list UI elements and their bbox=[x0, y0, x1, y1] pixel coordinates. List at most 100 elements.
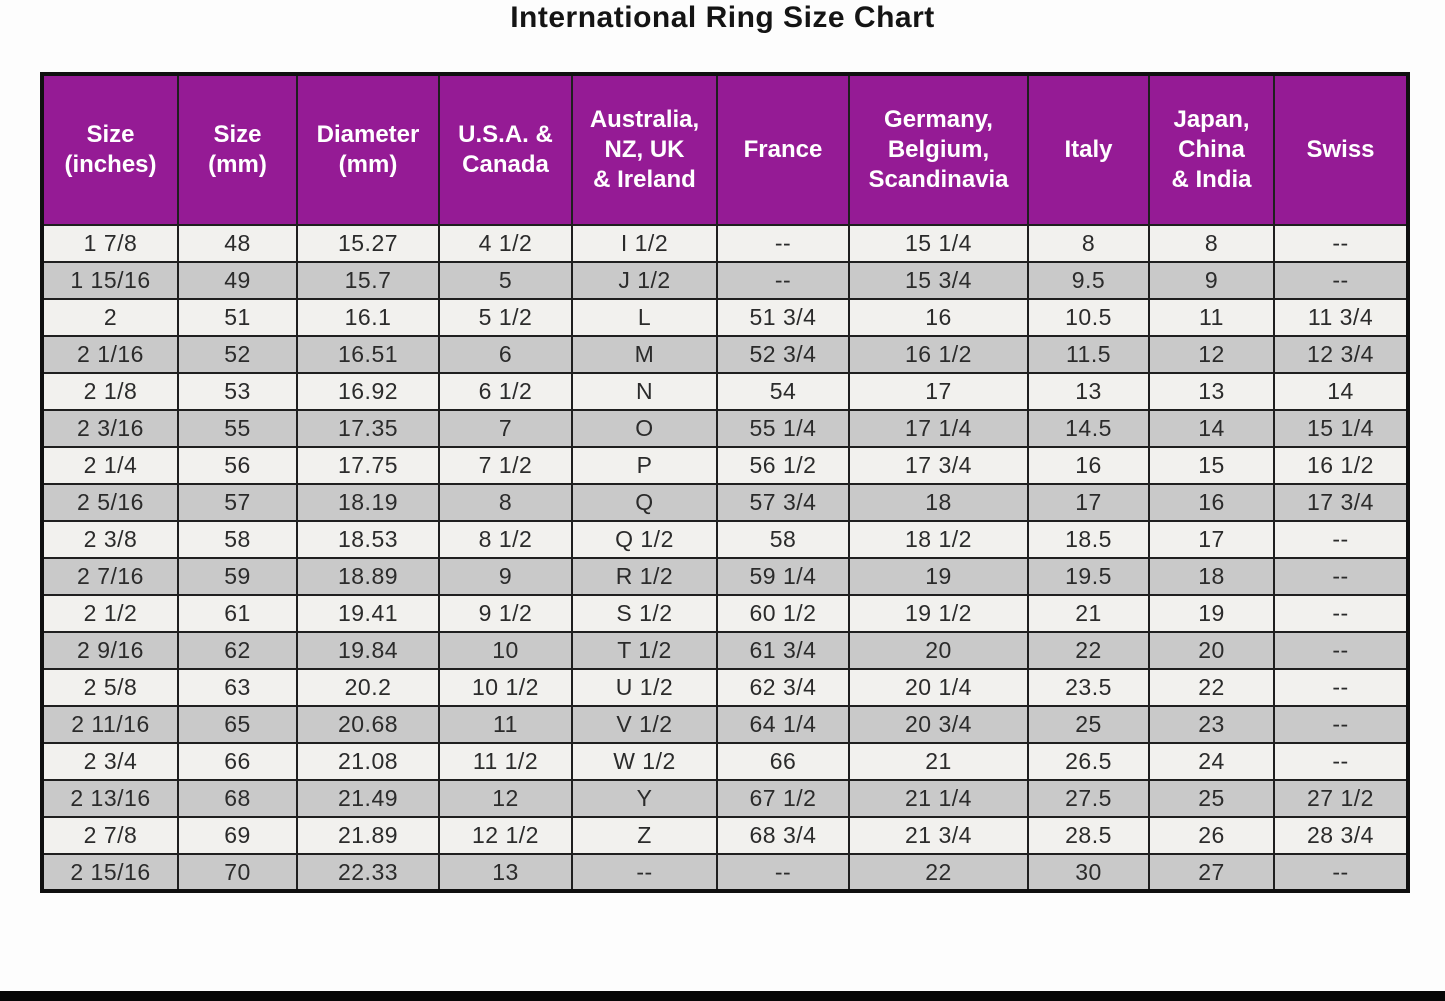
table-cell: 21.08 bbox=[296, 742, 440, 781]
column-header: Size (inches) bbox=[41, 73, 179, 226]
table-row: 1 7/8 48 15.27 4 1/2 I 1/2 -- 15 1/4 8 8 -- bbox=[41, 224, 1409, 263]
table-cell: -- bbox=[1273, 853, 1409, 892]
table-cell: 2 5/8 bbox=[41, 668, 179, 707]
table-cell: 20 bbox=[848, 631, 1029, 670]
table-cell: Z bbox=[571, 816, 718, 855]
table-cell: 2 15/16 bbox=[41, 853, 179, 892]
table-cell: 2 3/8 bbox=[41, 520, 179, 559]
table-cell: 27 bbox=[1148, 853, 1275, 892]
table-cell: 16 1/2 bbox=[1273, 446, 1409, 485]
table-cell: 2 1/2 bbox=[41, 594, 179, 633]
table-cell: 66 bbox=[716, 742, 850, 781]
table-cell: U 1/2 bbox=[571, 668, 718, 707]
column-header: U.S.A. & Canada bbox=[438, 73, 573, 226]
table-cell: 15.7 bbox=[296, 261, 440, 300]
table-cell: 56 bbox=[177, 446, 298, 485]
table-cell: 21 bbox=[848, 742, 1029, 781]
table-cell: Q 1/2 bbox=[571, 520, 718, 559]
table-cell: 48 bbox=[177, 224, 298, 263]
table-cell: 23.5 bbox=[1027, 668, 1150, 707]
table-cell: 9.5 bbox=[1027, 261, 1150, 300]
table-cell: 26.5 bbox=[1027, 742, 1150, 781]
table-cell: 49 bbox=[177, 261, 298, 300]
table-cell: 18.53 bbox=[296, 520, 440, 559]
table-cell: 70 bbox=[177, 853, 298, 892]
table-cell: I 1/2 bbox=[571, 224, 718, 263]
table-row: 2 1/8 53 16.92 6 1/2 N 54 17 13 13 14 bbox=[41, 372, 1409, 411]
table-cell: 9 bbox=[438, 557, 573, 596]
ring-size-table: Size (inches) Size (mm) Diameter (mm) U.S.A… bbox=[40, 72, 1410, 893]
table-cell: -- bbox=[716, 853, 850, 892]
table-row: 2 1/4 56 17.75 7 1/2 P 56 1/2 17 3/4 16 15 16 1/2 bbox=[41, 446, 1409, 485]
table-cell: -- bbox=[571, 853, 718, 892]
table-cell: -- bbox=[1273, 594, 1409, 633]
table-cell: 2 7/8 bbox=[41, 816, 179, 855]
table-cell: 23 bbox=[1148, 705, 1275, 744]
table-cell: S 1/2 bbox=[571, 594, 718, 633]
table-cell: 12 3/4 bbox=[1273, 335, 1409, 374]
table-cell: 20 bbox=[1148, 631, 1275, 670]
table-cell: 68 bbox=[177, 779, 298, 818]
table-cell: 52 bbox=[177, 335, 298, 374]
table-cell: 11.5 bbox=[1027, 335, 1150, 374]
table-cell: 16.51 bbox=[296, 335, 440, 374]
table-cell: 51 bbox=[177, 298, 298, 337]
table-cell: 21 1/4 bbox=[848, 779, 1029, 818]
table-cell: -- bbox=[1273, 224, 1409, 263]
table-cell: 17.75 bbox=[296, 446, 440, 485]
table-cell: N bbox=[571, 372, 718, 411]
table-cell: 15.27 bbox=[296, 224, 440, 263]
table-cell: 15 bbox=[1148, 446, 1275, 485]
table-cell: 8 1/2 bbox=[438, 520, 573, 559]
table-cell: O bbox=[571, 409, 718, 448]
table-cell: M bbox=[571, 335, 718, 374]
table-cell: 30 bbox=[1027, 853, 1150, 892]
table-cell: 16 1/2 bbox=[848, 335, 1029, 374]
table-cell: 12 bbox=[1148, 335, 1275, 374]
table-cell: 26 bbox=[1148, 816, 1275, 855]
table-cell: 20 1/4 bbox=[848, 668, 1029, 707]
table-row: 2 5/16 57 18.19 8 Q 57 3/4 18 17 16 17 3/4 bbox=[41, 483, 1409, 522]
table-cell: 14 bbox=[1148, 409, 1275, 448]
table-cell: J 1/2 bbox=[571, 261, 718, 300]
column-header: Australia, NZ, UK & Ireland bbox=[571, 73, 718, 226]
table-cell: 22 bbox=[848, 853, 1029, 892]
table-row: 2 1/2 61 19.41 9 1/2 S 1/2 60 1/2 19 1/2 21 19 -- bbox=[41, 594, 1409, 633]
table-cell: Q bbox=[571, 483, 718, 522]
table-cell: 1 7/8 bbox=[41, 224, 179, 263]
table-cell: 13 bbox=[1027, 372, 1150, 411]
table-cell: 19.41 bbox=[296, 594, 440, 633]
table-cell: T 1/2 bbox=[571, 631, 718, 670]
table-cell: 7 1/2 bbox=[438, 446, 573, 485]
table-cell: W 1/2 bbox=[571, 742, 718, 781]
table-cell: 25 bbox=[1027, 705, 1150, 744]
table-cell: 54 bbox=[716, 372, 850, 411]
table-cell: 2 5/16 bbox=[41, 483, 179, 522]
table-cell: 2 1/4 bbox=[41, 446, 179, 485]
table-cell: 17 bbox=[848, 372, 1029, 411]
column-header: Germany, Belgium, Scandinavia bbox=[848, 73, 1029, 226]
table-cell: 2 13/16 bbox=[41, 779, 179, 818]
table-cell: -- bbox=[1273, 668, 1409, 707]
table-cell: 22.33 bbox=[296, 853, 440, 892]
table-cell: 8 bbox=[438, 483, 573, 522]
table-cell: -- bbox=[1273, 631, 1409, 670]
table-cell: 16.1 bbox=[296, 298, 440, 337]
table-cell: -- bbox=[1273, 705, 1409, 744]
table-cell: -- bbox=[716, 224, 850, 263]
table-cell: 55 1/4 bbox=[716, 409, 850, 448]
table-cell: 10 bbox=[438, 631, 573, 670]
table-cell: 11 1/2 bbox=[438, 742, 573, 781]
table-cell: 13 bbox=[438, 853, 573, 892]
table-cell: 22 bbox=[1027, 631, 1150, 670]
table-cell: 6 bbox=[438, 335, 573, 374]
table-cell: 15 1/4 bbox=[848, 224, 1029, 263]
table-cell: 69 bbox=[177, 816, 298, 855]
table-cell: 19 1/2 bbox=[848, 594, 1029, 633]
table-cell: 2 11/16 bbox=[41, 705, 179, 744]
table-cell: 18 bbox=[1148, 557, 1275, 596]
table-cell: 21 3/4 bbox=[848, 816, 1029, 855]
table-cell: 18 bbox=[848, 483, 1029, 522]
table-cell: 21.89 bbox=[296, 816, 440, 855]
table-row: 2 5/8 63 20.2 10 1/2 U 1/2 62 3/4 20 1/4 23.5 22… bbox=[41, 668, 1409, 707]
